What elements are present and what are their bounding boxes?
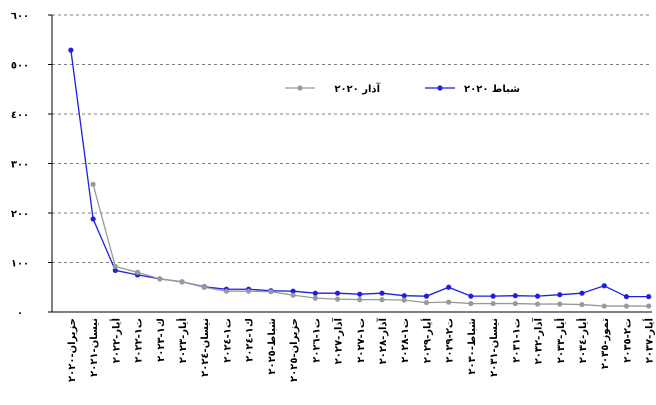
- x-tick-label: أيار-٢٠٣٤: [576, 318, 589, 363]
- series-line: [92, 184, 649, 307]
- x-tick-label: ت٢-٢٠٢٩: [445, 318, 456, 363]
- legend-marker: [297, 85, 303, 91]
- x-tick-label: أيار-٢٠٢٣: [176, 318, 189, 363]
- data-point: [579, 290, 585, 296]
- data-point: [201, 284, 207, 290]
- data-point: [312, 295, 318, 301]
- data-point: [512, 293, 518, 299]
- data-point: [68, 47, 74, 53]
- data-point: [112, 263, 118, 270]
- data-point: [379, 297, 385, 303]
- x-tick-label: أيار-٢٠٣٣: [554, 318, 567, 363]
- x-tick-label: أيار-٢٠٣٧: [643, 318, 656, 363]
- data-point: [623, 303, 630, 309]
- data-point: [401, 297, 407, 303]
- y-tick-label: ١٠٠: [11, 259, 29, 270]
- data-point: [446, 284, 452, 290]
- x-tick-label: ت١-٢٠٢٨: [400, 318, 411, 363]
- data-point: [446, 299, 452, 305]
- y-tick-label: ٢٠٠: [11, 209, 29, 220]
- data-point: [646, 303, 652, 309]
- x-tick-label: ت١-٢٠٣١: [511, 318, 522, 363]
- x-tick-label: ت١-٢٠٢٢: [134, 318, 145, 363]
- data-point: [512, 300, 518, 307]
- data-point: [357, 291, 363, 297]
- data-point: [112, 267, 118, 274]
- legend-label: آذار ٢٠٢٠: [334, 82, 380, 95]
- data-point: [490, 293, 496, 299]
- data-point: [290, 288, 296, 294]
- x-tick-label: نيسان-٢٠٣١: [489, 318, 500, 377]
- data-point: [179, 279, 185, 285]
- y-tick-label: ٤٠٠: [11, 110, 29, 121]
- data-point: [223, 288, 230, 294]
- data-point: [601, 303, 607, 309]
- x-tick-label: ت١-٢٠٢٤: [222, 318, 233, 363]
- data-point: [468, 300, 474, 307]
- data-point: [468, 293, 474, 299]
- data-point: [534, 301, 541, 307]
- data-point: [357, 297, 363, 303]
- legend-label: شباط ٢٠٢٠: [464, 84, 520, 95]
- data-point: [290, 292, 296, 298]
- data-point: [379, 290, 385, 296]
- y-tick-label: ٣٠٠: [11, 160, 29, 171]
- y-tick-label: ٠: [17, 308, 23, 319]
- x-tick-label: نيسان-٢٠٢١: [89, 318, 100, 377]
- x-tick-label: ك١-٢٠٢٤: [245, 318, 256, 362]
- data-point: [646, 294, 652, 300]
- data-point: [579, 301, 585, 308]
- data-point: [534, 293, 541, 299]
- data-point: [623, 294, 630, 300]
- data-point: [334, 296, 341, 302]
- data-point: [334, 290, 341, 296]
- data-point: [423, 293, 430, 299]
- x-tick-label: آذار-٢٠٢٨: [376, 317, 389, 364]
- x-tick-label: تموز-٢٠٣٥: [600, 318, 611, 369]
- data-point: [601, 283, 607, 289]
- data-point: [157, 276, 163, 282]
- data-point: [557, 301, 563, 307]
- x-tick-label: آذار-٢٠٢٧: [332, 317, 345, 364]
- x-tick-label: ت١-٢٠٢٦: [311, 318, 322, 363]
- x-tick-label: شباط-٢٠٢٥: [267, 318, 278, 375]
- x-tick-label: حزيران-٢٠٢٠: [67, 318, 78, 382]
- x-tick-label: نيسان-٢٠٢٤: [200, 318, 211, 377]
- x-tick-label: أيار-٢٠٢٩: [420, 318, 433, 363]
- data-point: [246, 288, 252, 294]
- x-tick-label: أيار-٢٠٢٢: [109, 318, 122, 363]
- data-point: [268, 289, 274, 295]
- y-tick-label: ٦٠٠: [11, 11, 29, 22]
- x-tick-label: حزيران-٢٠٢٥: [289, 318, 300, 382]
- x-tick-label: ت٢-٢٠٣٥: [622, 318, 633, 363]
- data-point: [557, 292, 563, 298]
- x-tick-label: شباط-٢٠٣٠: [467, 318, 478, 375]
- data-point: [90, 216, 96, 222]
- data-point: [423, 299, 430, 306]
- legend-marker: [437, 85, 443, 91]
- x-tick-label: ك١-٢٠٢٣: [156, 318, 167, 362]
- data-point: [401, 293, 407, 299]
- data-point: [134, 269, 141, 275]
- data-point: [90, 181, 96, 187]
- data-point: [312, 290, 318, 296]
- x-tick-label: آذار-٢٠٣٢: [532, 317, 545, 364]
- y-tick-label: ٥٠٠: [11, 61, 29, 72]
- x-tick-label: ت١-٢٠٢٧: [356, 318, 367, 363]
- data-point: [490, 300, 496, 307]
